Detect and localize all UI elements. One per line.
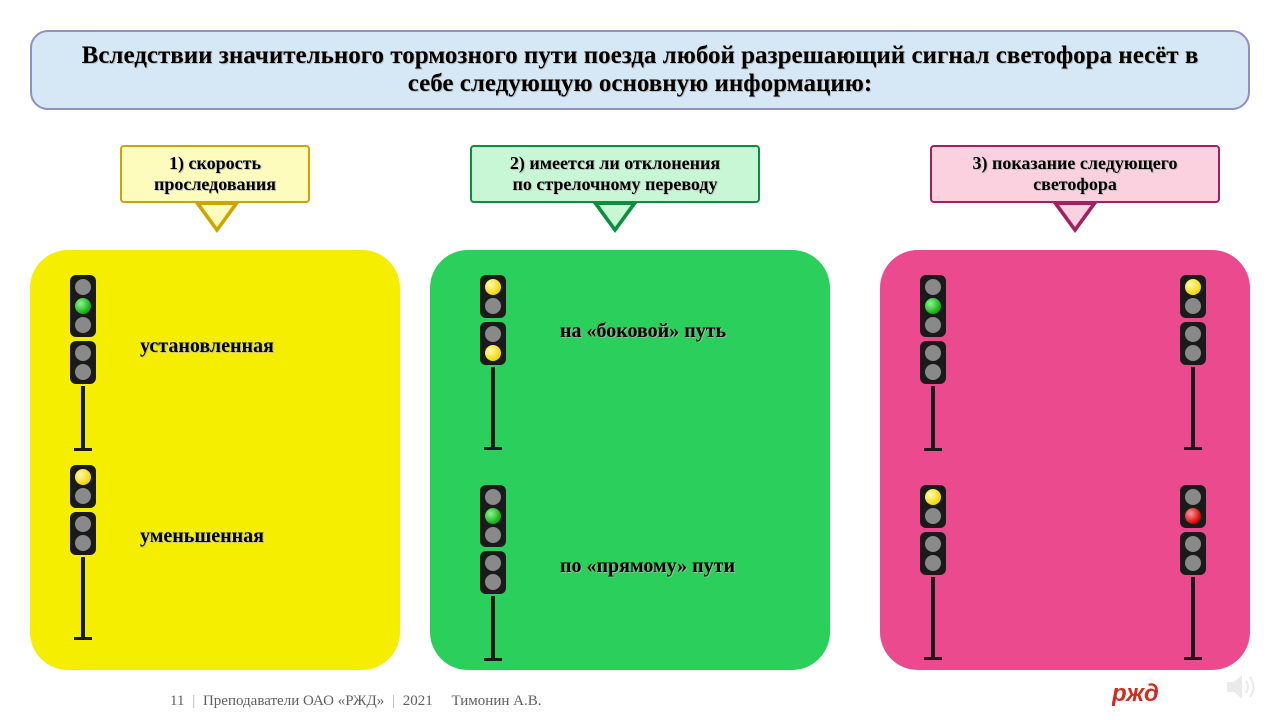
signal-head <box>480 551 506 594</box>
signal-lamp <box>75 516 91 532</box>
signal-lamp <box>75 488 91 504</box>
signal-lamp <box>485 489 501 505</box>
traffic-signal <box>70 465 96 640</box>
down-arrow-fill <box>599 205 631 227</box>
signal-lamp <box>925 555 941 571</box>
signal-lamp <box>925 364 941 380</box>
column-label: 2) имеется ли отклоненияпо стрелочному п… <box>470 145 760 203</box>
signal-head <box>480 322 506 365</box>
rzd-logo: ржд <box>1112 679 1180 712</box>
signal-head <box>1180 485 1206 528</box>
signal-head <box>480 485 506 547</box>
signal-pole <box>491 367 495 447</box>
signal-head <box>480 275 506 318</box>
signal-lamp <box>925 317 941 333</box>
signal-head <box>70 465 96 508</box>
footer-sep: | <box>392 693 395 709</box>
footer-org: Преподаватели ОАО «РЖД» <box>203 693 384 709</box>
traffic-signal <box>920 485 946 660</box>
signal-head <box>920 485 946 528</box>
signal-lamp <box>75 345 91 361</box>
signal-lamp <box>485 298 501 314</box>
signal-lamp <box>1185 326 1201 342</box>
down-arrow-fill <box>201 205 233 227</box>
signal-lamp <box>925 345 941 361</box>
footer-sep: | <box>192 693 195 709</box>
footer: 11 | Преподаватели ОАО «РЖД» | 2021 Тимо… <box>170 693 541 710</box>
signal-base <box>924 657 942 660</box>
rzd-logo-text: ржд <box>1112 680 1159 707</box>
signal-head <box>920 532 946 575</box>
signal-lamp <box>75 279 91 295</box>
signal-caption: установленная <box>140 335 274 358</box>
signal-lamp <box>1185 555 1201 571</box>
signal-lamp <box>485 326 501 342</box>
signal-head <box>920 341 946 384</box>
signal-pole <box>931 577 935 657</box>
traffic-signal <box>480 275 506 450</box>
signal-lamp <box>925 536 941 552</box>
footer-author: Тимонин А.В. <box>451 693 541 709</box>
signal-head <box>70 512 96 555</box>
signal-head <box>920 275 946 337</box>
signal-base <box>74 448 92 451</box>
signal-lamp <box>75 469 91 485</box>
signal-lamp <box>925 279 941 295</box>
signal-lamp <box>925 298 941 314</box>
signal-caption: на «боковой» путь <box>560 320 726 343</box>
signal-lamp <box>75 535 91 551</box>
signal-base <box>1184 657 1202 660</box>
signal-pole <box>931 386 935 448</box>
signal-lamp <box>75 317 91 333</box>
signal-pole <box>81 386 85 448</box>
signal-lamp <box>485 345 501 361</box>
signal-lamp <box>1185 508 1201 524</box>
signal-lamp <box>75 364 91 380</box>
signal-head <box>70 275 96 337</box>
down-arrow-fill <box>1059 205 1091 227</box>
signal-lamp <box>1185 489 1201 505</box>
signal-caption: по «прямому» пути <box>560 555 735 578</box>
traffic-signal <box>920 275 946 451</box>
signal-caption: уменьшенная <box>140 525 264 548</box>
traffic-signal <box>1180 485 1206 660</box>
signal-head <box>1180 532 1206 575</box>
signal-base <box>74 637 92 640</box>
signal-lamp <box>485 574 501 590</box>
signal-lamp <box>1185 345 1201 361</box>
slide-title-box: Вследствии значительного тормозного пути… <box>30 30 1250 110</box>
signal-base <box>484 447 502 450</box>
traffic-signal <box>1180 275 1206 450</box>
signal-base <box>924 448 942 451</box>
signal-lamp <box>485 508 501 524</box>
signal-lamp <box>75 298 91 314</box>
signal-lamp <box>925 508 941 524</box>
signal-pole <box>1191 577 1195 657</box>
footer-page: 11 <box>170 693 184 709</box>
column-label: 3) показание следующегосветофора <box>930 145 1220 203</box>
signal-lamp <box>1185 279 1201 295</box>
signal-pole <box>81 557 85 637</box>
signal-head <box>1180 275 1206 318</box>
slide-title: Вследствии значительного тормозного пути… <box>82 42 1199 97</box>
signal-base <box>1184 447 1202 450</box>
signal-lamp <box>1185 536 1201 552</box>
signal-base <box>484 658 502 661</box>
signal-lamp <box>1185 298 1201 314</box>
signal-lamp <box>925 489 941 505</box>
signal-lamp <box>485 527 501 543</box>
speaker-icon <box>1226 673 1260 706</box>
signal-head <box>70 341 96 384</box>
signal-pole <box>491 596 495 658</box>
footer-year: 2021 <box>403 693 433 709</box>
signal-head <box>1180 322 1206 365</box>
traffic-signal <box>70 275 96 451</box>
signal-lamp <box>485 555 501 571</box>
signal-lamp <box>485 279 501 295</box>
traffic-signal <box>480 485 506 661</box>
column-label: 1) скоростьпроследования <box>120 145 310 203</box>
signal-pole <box>1191 367 1195 447</box>
